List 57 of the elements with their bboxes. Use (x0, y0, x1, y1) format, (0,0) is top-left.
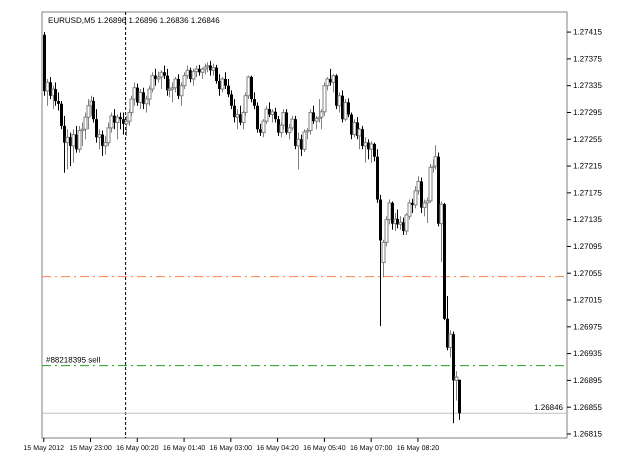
candlestick (398, 216, 402, 230)
candlestick (396, 209, 399, 229)
ref-line-label: 1.26846 (534, 403, 564, 412)
candlestick (448, 330, 452, 358)
candlestick (154, 68, 157, 86)
candlestick (367, 138, 370, 160)
candlestick (136, 83, 139, 106)
y-tick-label: 1.27015 (573, 296, 602, 305)
candlestick (270, 108, 274, 124)
candlestick (212, 63, 216, 76)
y-tick-label: 1.26855 (573, 402, 602, 412)
y-tick-label: 1.27375 (573, 54, 602, 64)
candlestick (391, 201, 394, 230)
y-tick-label: 1.27135 (573, 215, 602, 224)
candlestick (302, 128, 306, 152)
candlestick (370, 140, 374, 164)
candlestick (312, 105, 315, 124)
candlestick (54, 82, 57, 106)
candlestick (98, 128, 102, 150)
y-tick-label: 1.27095 (573, 242, 602, 251)
candlestick (454, 370, 458, 401)
ref-line-label: #88218395 sell (46, 356, 100, 365)
candlestick (338, 92, 342, 113)
y-tick-label: 1.27055 (573, 268, 602, 278)
y-tick-label: 1.27215 (573, 162, 602, 171)
y-tick-label: 1.27175 (573, 188, 602, 198)
y-tick-label: 1.27255 (573, 134, 602, 144)
candlestick (361, 125, 364, 150)
candlestick (72, 128, 76, 164)
y-tick-label: 1.27295 (573, 108, 602, 118)
candlestick (142, 87, 145, 110)
y-tick-label: 1.26815 (573, 430, 602, 439)
candlestick (192, 68, 196, 86)
y-tick-label: 1.27415 (573, 28, 602, 37)
candlestick (160, 70, 164, 90)
candlestick (138, 88, 142, 110)
candlestick (344, 98, 348, 122)
candlestick (285, 108, 288, 136)
y-tick-label: 1.26935 (573, 349, 602, 358)
y-tick-label: 1.26975 (573, 322, 602, 332)
candlestick (434, 144, 438, 170)
candlestick (220, 76, 224, 93)
candlestick (116, 114, 120, 140)
candlestick (209, 60, 212, 76)
candlestick (78, 125, 82, 154)
text: EURUSD,M5 1.26896 1.26896 1.26836 1.26846 (48, 16, 220, 25)
y-tick-label: 1.26895 (573, 376, 602, 385)
candlestick (364, 136, 368, 164)
candlestick (236, 108, 240, 130)
candlestick (166, 68, 169, 96)
candlestick (206, 62, 210, 73)
candlestick (200, 67, 204, 80)
candlestick (101, 130, 104, 157)
y-tick-label: 1.27335 (573, 81, 602, 90)
candlestick (308, 108, 312, 136)
candlestick (268, 102, 271, 118)
candlestick (332, 74, 336, 93)
